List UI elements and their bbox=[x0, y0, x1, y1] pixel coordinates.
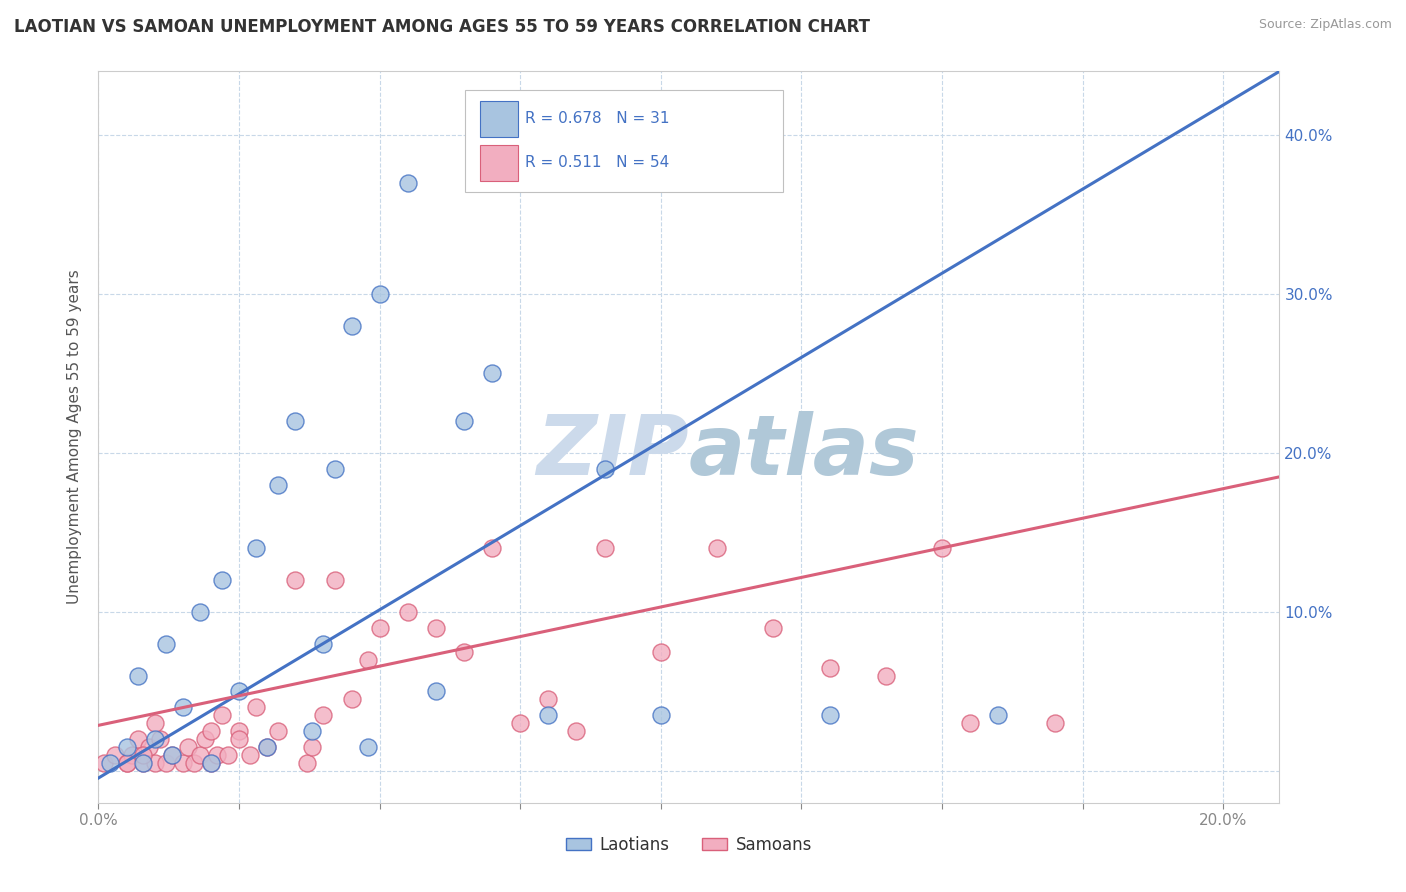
Point bbox=[481, 541, 503, 556]
Point bbox=[650, 708, 672, 723]
Point bbox=[98, 756, 121, 770]
Point bbox=[211, 708, 233, 723]
Point bbox=[312, 637, 335, 651]
Point bbox=[368, 287, 391, 301]
Point bbox=[284, 414, 307, 428]
Point bbox=[323, 462, 346, 476]
Point bbox=[706, 541, 728, 556]
Point bbox=[256, 740, 278, 755]
Text: LAOTIAN VS SAMOAN UNEMPLOYMENT AMONG AGES 55 TO 59 YEARS CORRELATION CHART: LAOTIAN VS SAMOAN UNEMPLOYMENT AMONG AGE… bbox=[14, 18, 870, 36]
Point bbox=[340, 318, 363, 333]
Point bbox=[93, 756, 115, 770]
Point bbox=[177, 740, 200, 755]
FancyBboxPatch shape bbox=[464, 90, 783, 192]
Point bbox=[509, 716, 531, 731]
Point bbox=[340, 692, 363, 706]
Point bbox=[256, 740, 278, 755]
Point bbox=[931, 541, 953, 556]
Point bbox=[425, 621, 447, 635]
Point bbox=[172, 756, 194, 770]
Point bbox=[127, 668, 149, 682]
Point bbox=[160, 748, 183, 763]
Point bbox=[211, 573, 233, 587]
Point bbox=[396, 176, 419, 190]
Point bbox=[104, 748, 127, 763]
Point bbox=[200, 724, 222, 739]
FancyBboxPatch shape bbox=[479, 101, 517, 136]
Point bbox=[143, 756, 166, 770]
Point bbox=[357, 740, 380, 755]
Point bbox=[121, 748, 143, 763]
Point bbox=[593, 462, 616, 476]
Point bbox=[295, 756, 318, 770]
FancyBboxPatch shape bbox=[479, 145, 517, 181]
Point bbox=[138, 740, 160, 755]
Point bbox=[239, 748, 262, 763]
Point bbox=[301, 724, 323, 739]
Point bbox=[357, 653, 380, 667]
Point bbox=[200, 756, 222, 770]
Point bbox=[205, 748, 228, 763]
Point bbox=[565, 724, 588, 739]
Point bbox=[537, 708, 560, 723]
Point bbox=[537, 692, 560, 706]
Point bbox=[172, 700, 194, 714]
Point bbox=[650, 645, 672, 659]
Point bbox=[160, 748, 183, 763]
Point bbox=[115, 756, 138, 770]
Text: R = 0.511   N = 54: R = 0.511 N = 54 bbox=[524, 155, 669, 170]
Point bbox=[132, 748, 155, 763]
Point bbox=[818, 708, 841, 723]
Point bbox=[228, 724, 250, 739]
Point bbox=[267, 477, 290, 491]
Point bbox=[132, 756, 155, 770]
Point bbox=[188, 748, 211, 763]
Point bbox=[762, 621, 785, 635]
Point bbox=[425, 684, 447, 698]
Point bbox=[217, 748, 239, 763]
Point bbox=[323, 573, 346, 587]
Point bbox=[200, 756, 222, 770]
Point bbox=[245, 700, 267, 714]
Point bbox=[245, 541, 267, 556]
Point bbox=[481, 367, 503, 381]
Point bbox=[453, 645, 475, 659]
Point bbox=[143, 716, 166, 731]
Point bbox=[284, 573, 307, 587]
Point bbox=[875, 668, 897, 682]
Text: atlas: atlas bbox=[689, 411, 920, 492]
Point bbox=[155, 756, 177, 770]
Point bbox=[115, 740, 138, 755]
Text: ZIP: ZIP bbox=[536, 411, 689, 492]
Point bbox=[818, 660, 841, 674]
Point bbox=[132, 756, 155, 770]
Text: R = 0.678   N = 31: R = 0.678 N = 31 bbox=[524, 112, 669, 127]
Legend: Laotians, Samoans: Laotians, Samoans bbox=[560, 829, 818, 860]
Point bbox=[155, 637, 177, 651]
Point bbox=[183, 756, 205, 770]
Point bbox=[593, 541, 616, 556]
Point bbox=[143, 732, 166, 747]
Text: Source: ZipAtlas.com: Source: ZipAtlas.com bbox=[1258, 18, 1392, 31]
Point bbox=[301, 740, 323, 755]
Point bbox=[228, 684, 250, 698]
Point bbox=[188, 605, 211, 619]
Y-axis label: Unemployment Among Ages 55 to 59 years: Unemployment Among Ages 55 to 59 years bbox=[67, 269, 83, 605]
Point bbox=[959, 716, 981, 731]
Point bbox=[115, 756, 138, 770]
Point bbox=[987, 708, 1010, 723]
Point bbox=[1043, 716, 1066, 731]
Point bbox=[453, 414, 475, 428]
Point bbox=[396, 605, 419, 619]
Point bbox=[127, 732, 149, 747]
Point bbox=[194, 732, 217, 747]
Point bbox=[149, 732, 172, 747]
Point bbox=[267, 724, 290, 739]
Point bbox=[368, 621, 391, 635]
Point bbox=[312, 708, 335, 723]
Point bbox=[228, 732, 250, 747]
